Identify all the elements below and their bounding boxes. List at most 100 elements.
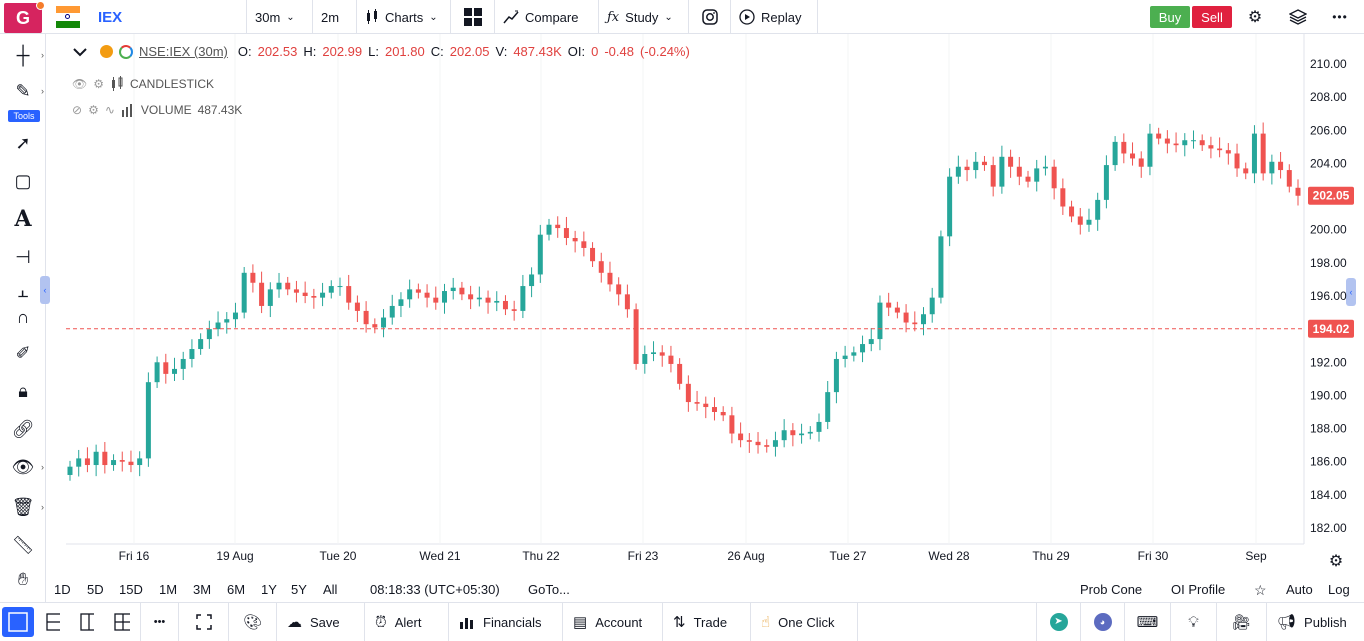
range-5d[interactable]: 5D <box>87 582 104 597</box>
financials-button[interactable]: Financials <box>448 603 562 641</box>
drawing-toolbar: ┼ › ✎ › Tools ➚ ▢ A ⊣ ⫠ ∩ ✐ 🔒︎ 🔗︎ 👁︎ › 🗑︎ › … <box>0 34 46 602</box>
lock-tool[interactable]: 🔒︎ <box>8 378 38 404</box>
keyboard-button[interactable]: ⌨ <box>1124 603 1170 641</box>
delete-tool[interactable]: 🗑︎ › <box>8 494 44 520</box>
candle-body <box>302 292 308 296</box>
gear-icon[interactable]: ⚙ <box>1247 9 1263 26</box>
app-logo[interactable]: G <box>4 1 45 33</box>
buy-button[interactable]: Buy <box>1150 6 1190 28</box>
visibility-tool[interactable]: 👁︎ › <box>8 454 44 480</box>
goto-button[interactable]: GoTo... <box>528 582 570 597</box>
interval2-label: 2m <box>321 9 340 25</box>
range-all[interactable]: All <box>323 582 338 597</box>
range-6m[interactable]: 6M <box>227 582 246 597</box>
symbol-name[interactable]: IEX <box>98 9 123 26</box>
more-layouts-button[interactable]: ••• <box>140 603 178 641</box>
y-tick-label: 210.00 <box>1310 57 1347 71</box>
series-volume-row: ⊘ ⚙ ∿ VOLUME 487.43K <box>72 103 242 117</box>
candle-body <box>180 358 186 369</box>
range-15d[interactable]: 15D <box>119 582 143 597</box>
sell-button[interactable]: Sell <box>1192 6 1232 28</box>
auto-scale-button[interactable]: Auto <box>1286 582 1313 597</box>
range-1y[interactable]: 1Y <box>261 582 277 597</box>
gear-icon[interactable]: ⚙ <box>88 103 99 117</box>
lock-drawing-tool[interactable]: ✐ <box>8 340 38 366</box>
telegram-button[interactable]: ➤ <box>1036 603 1080 641</box>
candle-body <box>1182 140 1188 146</box>
magnet-tool[interactable]: ∩ <box>8 304 38 330</box>
candle-body <box>746 440 752 442</box>
wave-icon: ∿ <box>104 103 115 117</box>
chevron-down-icon: ⌄ <box>286 11 295 23</box>
cursor-tool[interactable]: ➚ <box>8 130 38 156</box>
one-click-button[interactable]: ☝︎ One Click <box>750 603 858 641</box>
range-3m[interactable]: 3M <box>193 582 212 597</box>
crosshair-tool[interactable]: ┼ › <box>8 42 44 68</box>
replay-button[interactable]: Replay <box>730 0 818 34</box>
legend-symbol[interactable]: NSE:IEX (30m) <box>139 44 228 59</box>
candle-body <box>555 224 561 229</box>
candle-body <box>398 299 404 306</box>
candle-body <box>529 274 535 287</box>
range-1d[interactable]: 1D <box>54 582 71 597</box>
layout-grid-button[interactable] <box>450 0 494 34</box>
eye-off-icon[interactable]: ⊘ <box>72 103 83 117</box>
layout-single-button[interactable] <box>2 607 34 637</box>
candle-body <box>1251 133 1257 174</box>
discord-button[interactable]: ◕ <box>1080 603 1124 641</box>
gear-icon[interactable]: ⚙ <box>93 77 104 91</box>
interval-dropdown[interactable]: 30m ⌄ <box>246 0 312 34</box>
candle-body <box>947 176 953 237</box>
compare-button[interactable]: Compare <box>494 0 598 34</box>
interval-2m-button[interactable]: 2m <box>312 0 356 34</box>
candle-body <box>1278 161 1284 171</box>
candle-body <box>677 363 683 384</box>
charts-dropdown[interactable]: Charts ⌄ <box>356 0 450 34</box>
alert-button[interactable]: ⏰︎ Alert <box>364 603 448 641</box>
price-chart[interactable]: Fri 16 19 Aug Tue 20 Wed 21 Thu 22 Fri 23 26 A… <box>46 34 1364 578</box>
candle-body <box>502 300 508 310</box>
idea-button[interactable]: 💡︎ <box>1170 603 1216 641</box>
india-flag-icon <box>56 6 80 28</box>
candle-body <box>441 291 447 303</box>
range-1m[interactable]: 1M <box>159 582 178 597</box>
collapse-chevron-icon[interactable] <box>72 46 88 58</box>
y-tick-label: 192.00 <box>1310 355 1347 369</box>
pencil-tool[interactable]: ✎ › <box>8 78 44 104</box>
star-icon[interactable]: ☆ <box>1254 582 1267 598</box>
study-dropdown[interactable]: ƒx Study ⌄ <box>598 0 688 34</box>
account-button[interactable]: ▤ Account <box>562 603 662 641</box>
right-panel-toggle[interactable]: ‹ <box>1346 278 1356 306</box>
layout-quad-button[interactable] <box>104 603 140 641</box>
eye-icon[interactable]: 👁︎ <box>72 77 88 91</box>
publish-button[interactable]: 📢︎ Publish <box>1266 603 1364 641</box>
candle-body <box>1112 141 1118 166</box>
trade-button[interactable]: ⇅ Trade <box>662 603 750 641</box>
screenshot-tool[interactable]: ✋︎ <box>8 566 38 592</box>
fullscreen-button[interactable] <box>178 603 228 641</box>
layout-split-v-button[interactable] <box>70 603 104 641</box>
left-panel-toggle[interactable]: ‹ <box>40 276 50 304</box>
instagram-button[interactable] <box>688 0 730 34</box>
range-5y[interactable]: 5Y <box>291 582 307 597</box>
link-tool[interactable]: 🔗︎ <box>8 416 38 442</box>
video-button[interactable]: 🎥︎ <box>1216 603 1266 641</box>
candle-body <box>459 287 465 295</box>
pattern-tool[interactable]: ⊣ <box>8 244 38 270</box>
more-icon[interactable]: ••• <box>1332 10 1348 24</box>
save-button[interactable]: ☁ Save <box>276 603 364 641</box>
measure-tool[interactable]: ⫠ <box>8 278 38 304</box>
text-tool[interactable]: A <box>8 206 38 232</box>
candle-body <box>842 355 848 359</box>
clock-time[interactable]: 08:18:33 (UTC+05:30) <box>370 582 500 597</box>
ruler-tool[interactable]: 📏︎ <box>8 532 38 558</box>
prob-cone-button[interactable]: Prob Cone <box>1080 582 1143 597</box>
layout-split-h-button[interactable] <box>36 603 70 641</box>
compare-icon <box>503 10 519 24</box>
candle-body <box>729 415 735 434</box>
log-scale-button[interactable]: Log <box>1328 582 1350 597</box>
layers-icon[interactable] <box>1288 7 1308 27</box>
theme-button[interactable]: 🎨︎ <box>228 603 276 641</box>
rectangle-tool[interactable]: ▢ <box>8 168 38 194</box>
oi-profile-button[interactable]: OI Profile <box>1171 582 1226 597</box>
